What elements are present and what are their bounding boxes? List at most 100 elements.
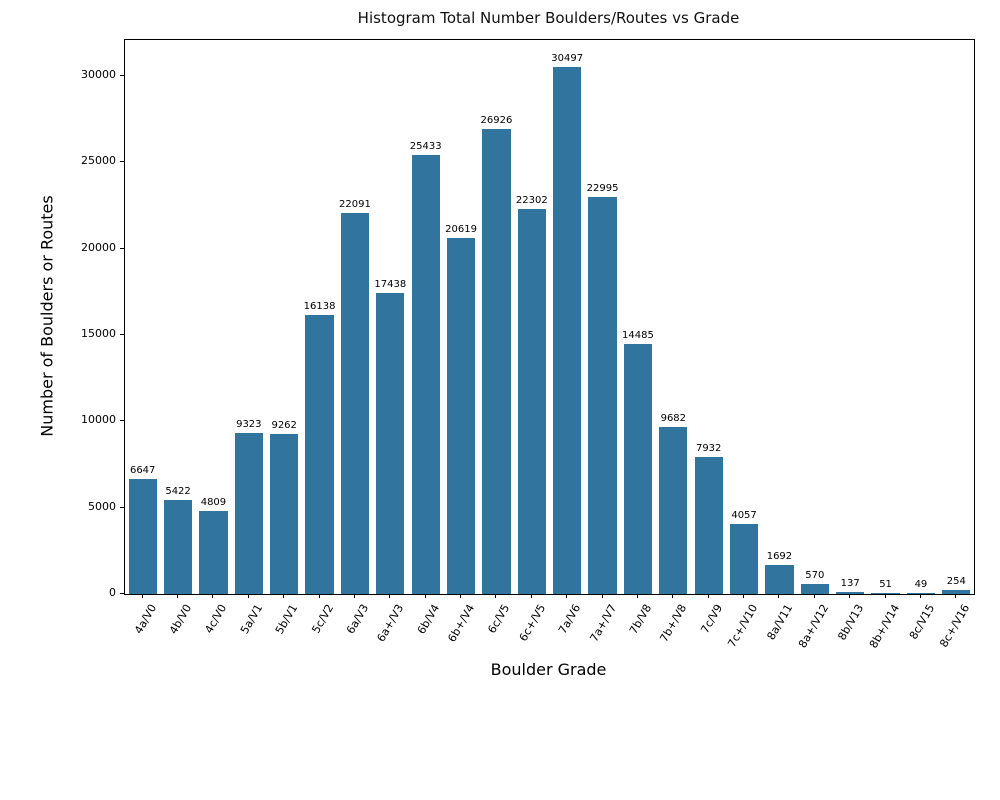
bar — [517, 208, 546, 594]
bar-value-label: 5422 — [165, 486, 191, 498]
x-tick-mark — [743, 594, 744, 598]
x-tick-mark — [814, 594, 815, 598]
bar-value-label: 16138 — [303, 301, 336, 313]
x-tick-label: 5b/V1 — [272, 602, 301, 637]
x-tick-label: 8b+/V14 — [866, 602, 903, 651]
bar-value-label: 4809 — [200, 496, 227, 508]
x-tick-label: 4a/V0 — [132, 602, 160, 637]
x-tick-label: 6c/V5 — [485, 602, 513, 636]
bar-value-label: 30497 — [551, 53, 584, 65]
x-tick-label: 7a/V6 — [556, 602, 584, 637]
x-tick-label: 4c/V0 — [202, 602, 230, 636]
y-tick-mark — [120, 507, 124, 508]
bar — [411, 154, 440, 594]
bar-value-label: 9323 — [236, 419, 262, 431]
x-tick-mark — [283, 594, 284, 598]
x-tick-label: 8b/V13 — [835, 602, 867, 643]
x-tick-label: 6c+/V5 — [516, 602, 549, 644]
x-tick-mark — [602, 594, 603, 598]
bar — [765, 564, 794, 594]
bar-value-label: 1692 — [766, 550, 793, 562]
bar-value-label: 22091 — [339, 198, 371, 210]
y-tick-mark — [120, 248, 124, 249]
y-axis-label-text: Number of Boulders or Routes — [37, 195, 57, 437]
x-tick-mark — [637, 594, 638, 598]
y-tick-label: 30000 — [81, 68, 116, 81]
plot-area: 6647 5422 4809 9323 9262 16138 22091 17438 25433… — [124, 39, 975, 595]
x-tick-label: 6b/V4 — [414, 602, 443, 637]
bar-value-label: 20619 — [445, 223, 477, 235]
y-tick-mark — [120, 75, 124, 76]
y-tick-label: 0 — [109, 586, 116, 599]
chart-title: Histogram Total Number Boulders/Routes v… — [357, 9, 740, 27]
x-tick-mark — [389, 594, 390, 598]
bar-value-label: 14485 — [622, 329, 654, 341]
x-tick-mark — [778, 594, 779, 598]
x-tick-mark — [531, 594, 532, 598]
bar — [800, 584, 829, 594]
bar-value-label: 49 — [914, 579, 928, 590]
x-tick-label: 7c+/V10 — [725, 602, 761, 650]
bar-value-label: 25433 — [409, 140, 442, 152]
bar-value-label: 9682 — [660, 412, 687, 424]
bar-value-label: 22995 — [586, 182, 619, 194]
x-tick-mark — [566, 594, 567, 598]
bar-value-label: 22302 — [515, 194, 548, 206]
x-tick-label: 6a+/V3 — [374, 602, 407, 645]
bar — [871, 593, 900, 594]
x-axis-label: Boulder Grade — [490, 660, 607, 679]
bar — [199, 510, 228, 594]
x-tick-label: 8c+/V16 — [937, 602, 973, 650]
bar-value-label: 4057 — [731, 509, 757, 521]
bar — [553, 67, 582, 594]
x-tick-mark — [177, 594, 178, 598]
x-tick-mark — [248, 594, 249, 598]
x-tick-mark — [672, 594, 673, 598]
y-tick-mark — [120, 593, 124, 594]
x-tick-mark — [212, 594, 213, 598]
x-tick-label: 6b+/V4 — [445, 602, 478, 645]
y-tick-mark — [120, 161, 124, 162]
x-tick-label: 7c/V9 — [698, 602, 726, 636]
x-tick-label: 8a+/V12 — [795, 602, 832, 651]
bar — [270, 434, 299, 594]
x-tick-label: 8a/V11 — [764, 602, 796, 643]
bar — [376, 292, 405, 594]
x-tick-mark — [319, 594, 320, 598]
bar — [446, 237, 476, 594]
x-tick-label: 7b/V8 — [626, 602, 655, 637]
x-tick-mark — [460, 594, 461, 598]
x-tick-label: 7b+/V8 — [657, 602, 690, 645]
x-tick-label: 5c/V2 — [309, 602, 337, 636]
bar — [588, 196, 617, 594]
x-tick-mark — [920, 594, 921, 598]
y-tick-label: 15000 — [81, 327, 116, 340]
y-tick-label: 10000 — [81, 413, 116, 426]
bar — [836, 591, 865, 594]
bar-value-label: 570 — [805, 570, 825, 582]
bar — [729, 523, 759, 594]
bar — [623, 343, 653, 594]
bar-value-label: 26926 — [480, 115, 513, 127]
bar — [340, 212, 370, 594]
x-tick-mark — [425, 594, 426, 598]
x-tick-label: 6a/V3 — [344, 602, 372, 637]
y-tick-label: 25000 — [81, 154, 116, 167]
bar — [942, 589, 971, 594]
y-tick-label: 5000 — [88, 500, 116, 513]
bar-value-label: 6647 — [129, 465, 156, 477]
bar — [482, 129, 511, 594]
bar — [163, 500, 193, 594]
x-tick-mark — [955, 594, 956, 598]
bar — [234, 433, 263, 594]
x-tick-label: 4b/V0 — [166, 602, 195, 637]
x-tick-label: 7a+/V7 — [587, 602, 620, 645]
bar-value-label: 7932 — [695, 443, 722, 455]
bar — [906, 593, 936, 594]
bar-value-label: 51 — [879, 579, 892, 590]
bar — [659, 426, 688, 594]
bar — [694, 457, 723, 594]
x-tick-mark — [708, 594, 709, 598]
bar-value-label: 137 — [840, 577, 860, 589]
